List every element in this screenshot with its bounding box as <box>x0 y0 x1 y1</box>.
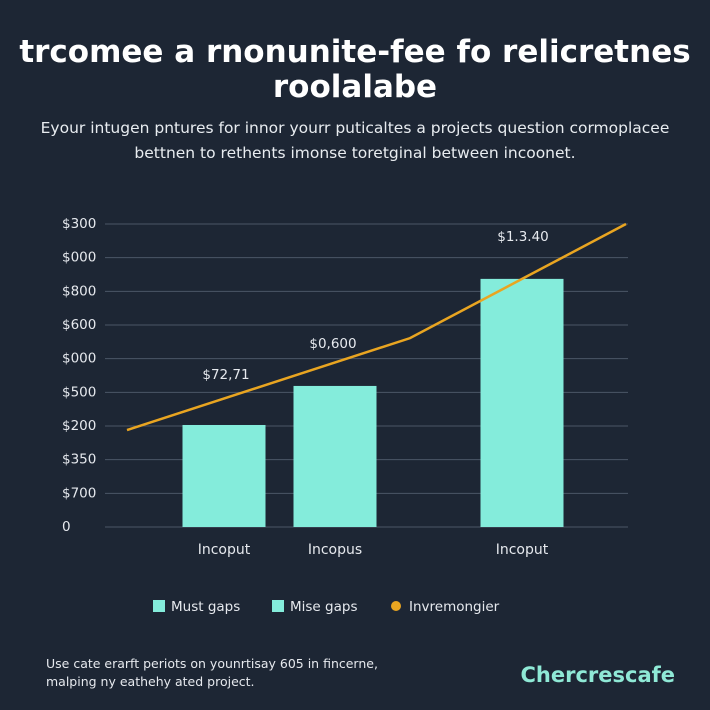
y-tick-label: $000 <box>62 351 96 367</box>
legend-label: Mise gaps <box>290 599 357 615</box>
footer: malping ny eathehy ated project. <box>46 674 255 689</box>
bar <box>293 385 377 527</box>
subtitle: bettnen to rethents imonse toretginal be… <box>134 144 575 162</box>
bar <box>182 424 266 527</box>
chart-title: trcomee a rnonunite-fee fo relicretnes <box>19 34 690 70</box>
legend-label: Invremongier <box>409 599 500 615</box>
legend-swatch <box>391 601 401 611</box>
annotation: $1.3.40 <box>497 229 549 245</box>
brand: Chercrescafe <box>520 663 675 687</box>
legend-swatch <box>272 600 284 612</box>
chart-title: roolalabe <box>273 69 437 105</box>
legend-label: Must gaps <box>171 599 240 615</box>
y-tick-label: $500 <box>62 384 96 400</box>
y-tick-label: $600 <box>62 317 96 333</box>
x-tick-label: Incopus <box>308 542 362 558</box>
y-tick-label: $200 <box>62 418 96 434</box>
y-tick-label: $700 <box>62 485 96 501</box>
y-tick-label: $000 <box>62 250 96 266</box>
trend-line <box>126 222 627 432</box>
x-tick-label: Incoput <box>496 542 549 558</box>
legend-swatch <box>153 600 165 612</box>
x-tick-label: Incoput <box>198 542 251 558</box>
bar <box>480 278 564 527</box>
footer: Use cate erarft periots on younrtisay 60… <box>46 656 378 671</box>
y-tick-label: $350 <box>62 452 96 468</box>
y-tick-label: 0 <box>62 519 71 535</box>
y-tick-label: $800 <box>62 283 96 299</box>
annotation: $72,71 <box>202 367 249 383</box>
annotation: $0,600 <box>309 336 356 352</box>
y-tick-label: $300 <box>62 216 96 232</box>
subtitle: Eyour intugen pntures for innor yourr pu… <box>41 119 670 137</box>
